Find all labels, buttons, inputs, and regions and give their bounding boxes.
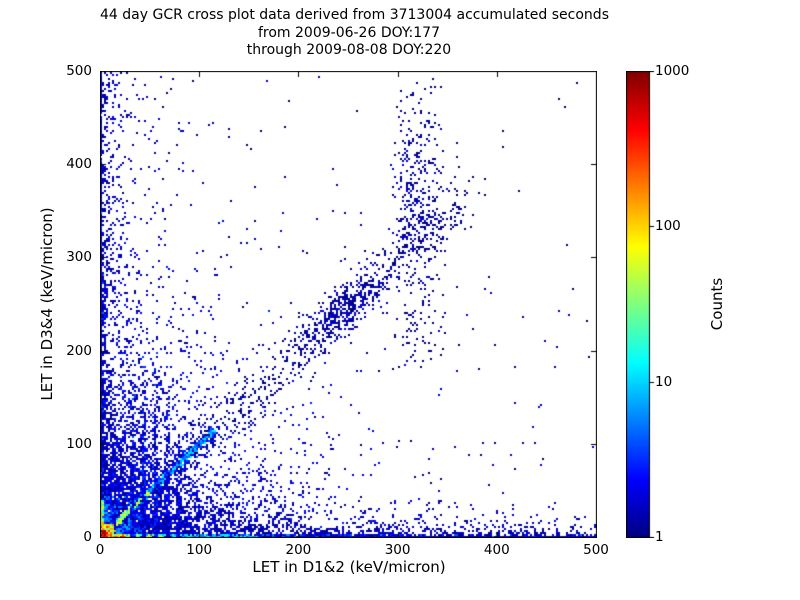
y-tick-label: 400 (66, 156, 92, 173)
chart-title: 44 day GCR cross plot data derived from … (100, 7, 609, 60)
colorbar-tick-label: 100 (655, 218, 681, 235)
y-tick-label: 500 (66, 63, 92, 79)
y-axis-label: LET in D3&4 (keV/micron) (38, 207, 56, 401)
title-line-3: through 2009-08-08 DOY:220 (246, 42, 452, 58)
colorbar-tick-label: 1 (655, 529, 664, 545)
x-tick-label: 0 (95, 542, 105, 558)
title-line-1: 44 day GCR cross plot data derived from … (100, 7, 609, 23)
x-tick-label: 400 (483, 542, 510, 558)
x-axis-label: LET in D1&2 (keV/micron) (252, 558, 446, 576)
plot-canvas (100, 71, 597, 538)
y-tick-label: 100 (66, 435, 92, 452)
y-tick-label: 300 (66, 249, 92, 266)
colorbar-label: Counts (708, 277, 726, 331)
colorbar-tick-label: 10 (655, 373, 673, 390)
x-tick-label: 500 (583, 542, 609, 558)
x-tick-label: 300 (384, 542, 411, 558)
colorbar-tick-label: 1000 (655, 63, 690, 79)
title-line-2: from 2009-06-26 DOY:177 (257, 24, 440, 41)
x-tick-label: 100 (186, 542, 213, 558)
x-tick-label: 200 (285, 542, 312, 558)
y-tick-label: 200 (66, 342, 92, 359)
y-tick-label: 0 (83, 529, 92, 545)
colorbar-canvas (626, 71, 656, 538)
